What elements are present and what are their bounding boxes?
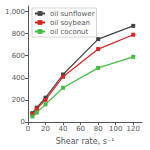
svg-text:20: 20: [41, 125, 50, 133]
svg-text:1,000: 1,000: [5, 8, 25, 16]
svg-text:60: 60: [76, 125, 85, 133]
svg-text:120: 120: [127, 125, 140, 133]
svg-text:oil coconut: oil coconut: [50, 28, 89, 36]
svg-text:80: 80: [94, 125, 103, 133]
svg-text:100: 100: [109, 125, 122, 133]
svg-text:0: 0: [26, 125, 30, 133]
svg-text:200: 200: [12, 96, 25, 104]
svg-text:40: 40: [59, 125, 68, 133]
svg-text:600: 600: [12, 52, 25, 60]
svg-text:800: 800: [12, 30, 25, 38]
svg-text:400: 400: [12, 74, 25, 82]
svg-text:oil soybean: oil soybean: [50, 19, 90, 27]
svg-text:Shear rate, s⁻¹: Shear rate, s⁻¹: [56, 137, 115, 146]
svg-text:0: 0: [21, 118, 25, 126]
svg-text:oil sunflower: oil sunflower: [50, 10, 95, 18]
